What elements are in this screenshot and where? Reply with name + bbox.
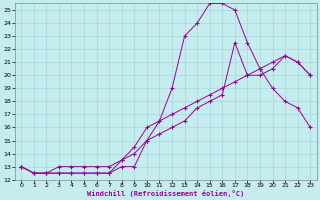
X-axis label: Windchill (Refroidissement éolien,°C): Windchill (Refroidissement éolien,°C)	[87, 190, 244, 197]
